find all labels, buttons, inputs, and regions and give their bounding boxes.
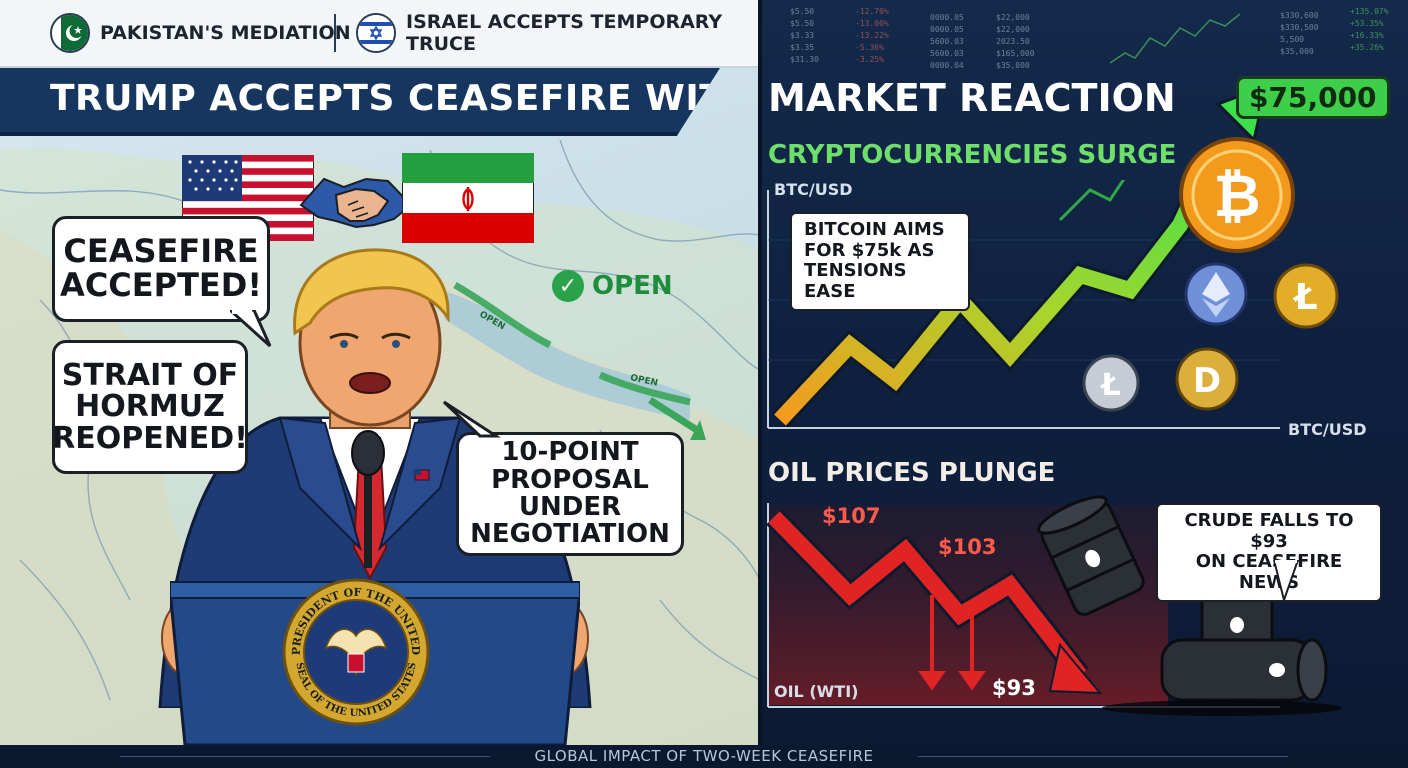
bubble-line: HORMUZ bbox=[75, 389, 225, 425]
btc-axis-label-top: BTC/USD bbox=[774, 180, 853, 199]
bubble-tail bbox=[442, 400, 500, 438]
note-line: ON CEASEFIRE NEWS bbox=[1195, 551, 1343, 594]
bubble-line: CEASEFIRE bbox=[63, 232, 259, 271]
dogecoin-coin-icon: D bbox=[1175, 347, 1239, 411]
presidential-seal-icon: PRESIDENT OF THE UNITED SEAL OF THE UNIT… bbox=[282, 578, 430, 726]
footer-line bbox=[120, 756, 490, 757]
footer-caption: GLOBAL IMPACT OF TWO-WEEK CEASEFIRE bbox=[534, 747, 874, 765]
strait-open-label: ✓ OPEN bbox=[552, 270, 673, 302]
footer-line bbox=[918, 756, 1288, 757]
btc-price-tag: $75,000 bbox=[1236, 76, 1390, 119]
pakistan-mediation-tag: PAKISTAN'S MEDIATION bbox=[50, 13, 351, 53]
check-icon: ✓ bbox=[552, 270, 584, 302]
ticker-col: $5.50 $5.50 $3.33 $3.35 $31.30 bbox=[790, 7, 819, 64]
israel-truce-tag: ISRAEL ACCEPTS TEMPORARY TRUCE bbox=[356, 11, 760, 55]
btc-axis-label-bottom: BTC/USD bbox=[1288, 420, 1367, 439]
ethereum-coin-icon bbox=[1184, 262, 1248, 326]
note-line: CRUDE FALLS TO $93 bbox=[1184, 510, 1354, 552]
news-panel: OPEN OPEN ✓ OPEN PAKISTAN'S MEDIATION bbox=[0, 0, 760, 745]
svg-text:Ł: Ł bbox=[1099, 368, 1120, 403]
note-line: BITCOIN AIMS bbox=[804, 219, 945, 240]
tag-text: ISRAEL ACCEPTS TEMPORARY TRUCE bbox=[406, 11, 723, 55]
handshake-icon bbox=[299, 177, 413, 229]
open-text: OPEN bbox=[592, 271, 673, 301]
litecoin-coin-icon: Ł bbox=[1273, 263, 1339, 329]
oil-plunge-title: OIL PRICES PLUNGE bbox=[768, 458, 1056, 488]
ticker-background: $5.50 $5.50 $3.33 $3.35 $31.30 -12.70% -13.00… bbox=[760, 0, 1408, 70]
bubble-tail bbox=[1272, 560, 1300, 604]
ten-point-proposal-bubble: 10-POINT PROPOSAL UNDER NEGOTIATION bbox=[456, 432, 684, 556]
tag-text: PAKISTAN'S MEDIATION bbox=[100, 22, 351, 44]
note-line: TENSIONS EASE bbox=[804, 260, 907, 303]
market-reaction-title: MARKET REACTION bbox=[768, 76, 1176, 120]
headline-text: TRUMP ACCEPTS CEASEFIRE WITH IRAN bbox=[50, 78, 755, 119]
oil-value-high: $107 bbox=[822, 504, 881, 528]
bubble-line: STRAIT OF bbox=[61, 357, 239, 393]
hormuz-reopened-bubble: STRAIT OF HORMUZ REOPENED! bbox=[52, 340, 248, 474]
bitcoin-coin-icon: ₿ bbox=[1179, 137, 1295, 253]
oil-axis-label: OIL (WTI) bbox=[774, 682, 859, 701]
ticker-col: $22,000 $22,000 2023.50 $165,000 $35,000 bbox=[996, 13, 1035, 70]
mini-chart bbox=[1110, 13, 1241, 64]
tag-divider bbox=[334, 14, 336, 52]
bubble-tail bbox=[230, 310, 272, 348]
oil-value-low: $93 bbox=[992, 676, 1036, 700]
market-panel: $5.50 $5.50 $3.33 $3.35 $31.30 -12.70% -13.00… bbox=[760, 0, 1408, 745]
oil-value-mid: $103 bbox=[938, 535, 997, 559]
svg-text:D: D bbox=[1193, 361, 1221, 401]
bubble-line: 10-POINT bbox=[501, 437, 639, 468]
iran-flag-icon bbox=[402, 153, 534, 243]
ticker-col: -12.70% -13.00% -13.22% -5.36% -3.25% bbox=[855, 7, 889, 64]
panel-separator bbox=[758, 0, 762, 745]
ticker-col: $330,600 $330,500 5,500 $35,000 bbox=[1280, 11, 1319, 56]
litecoin-silver-coin-icon: Ł bbox=[1082, 354, 1140, 412]
bubble-line: REOPENED! bbox=[52, 420, 248, 456]
bubble-line: ACCEPTED! bbox=[60, 266, 262, 304]
israel-flag-icon bbox=[356, 13, 396, 53]
bitcoin-note: BITCOIN AIMS FOR $75k AS TENSIONS EASE bbox=[790, 212, 970, 311]
note-line: FOR $75k AS bbox=[804, 239, 935, 261]
footer-bar: GLOBAL IMPACT OF TWO-WEEK CEASEFIRE bbox=[0, 745, 1408, 768]
svg-text:₿: ₿ bbox=[1213, 162, 1260, 230]
bubble-line: PROPOSAL UNDER bbox=[491, 464, 649, 522]
headline-banner: TRUMP ACCEPTS CEASEFIRE WITH IRAN bbox=[0, 68, 720, 136]
crypto-surge-title: CRYPTOCURRENCIES SURGE bbox=[768, 140, 1177, 170]
pakistan-flag-icon bbox=[50, 13, 90, 53]
bubble-line: NEGOTIATION bbox=[470, 519, 670, 550]
ceasefire-accepted-bubble: CEASEFIRE ACCEPTED! bbox=[52, 216, 270, 322]
ticker-col: 0000.05 0000.05 5600.03 5600.03 0000.04 bbox=[930, 13, 964, 70]
crude-falls-note: CRUDE FALLS TO $93 ON CEASEFIRE NEWS bbox=[1156, 503, 1382, 602]
ticker-col: +135.07% +53.35% +16.33% +35.26% bbox=[1350, 7, 1389, 52]
svg-text:Ł: Ł bbox=[1292, 277, 1317, 318]
